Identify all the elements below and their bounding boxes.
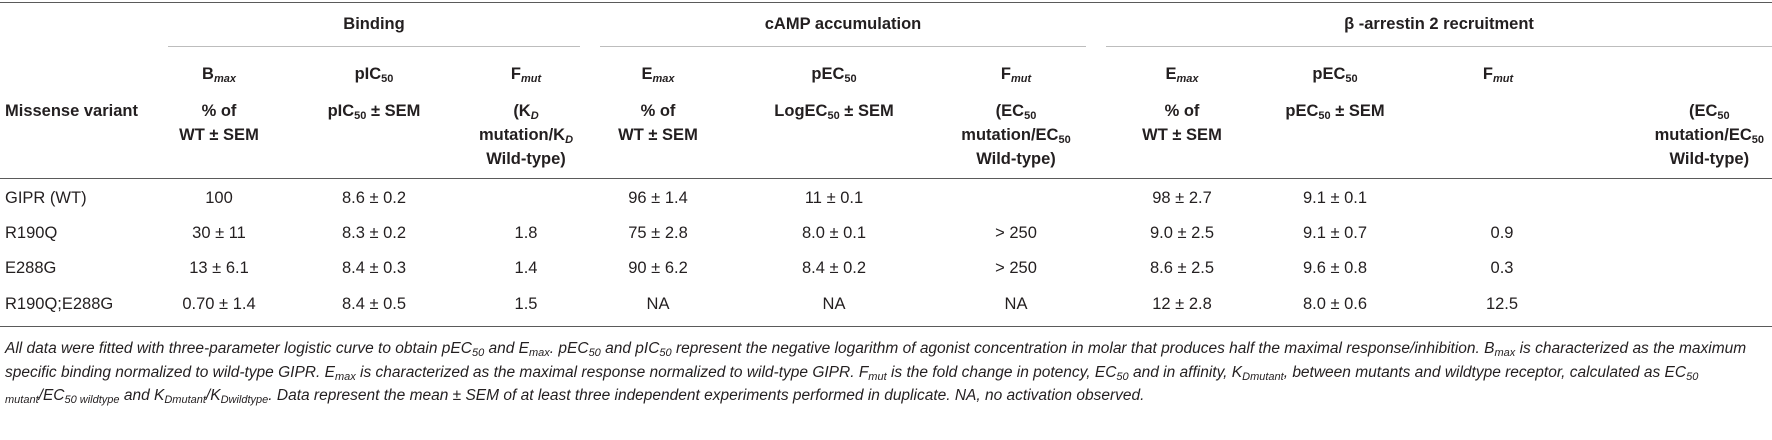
subhead-camp-pec50: pEC50 bbox=[811, 65, 857, 85]
units-binding-bmax: % of WT ± SEM bbox=[179, 102, 259, 144]
units-arrestin-pec50: pEC50 ± SEM bbox=[1285, 102, 1385, 122]
footnote-subscript: max bbox=[1494, 347, 1516, 359]
group-binding: Binding bbox=[343, 15, 405, 33]
subhead-camp-fmut: Fmut bbox=[1000, 65, 1032, 85]
cell-bmax: 30 ± 11 bbox=[192, 224, 246, 242]
cell-camp-pec50: NA bbox=[822, 295, 846, 313]
footnote-text: is the fold change in potency, EC bbox=[886, 363, 1117, 381]
footnote-subscript: max bbox=[334, 370, 356, 383]
cell-arrestin-fmut: 12.5 bbox=[1485, 295, 1519, 313]
footnote-subscript: 50 wildtype bbox=[64, 394, 120, 406]
missense-variant-header: Missense variant bbox=[5, 102, 138, 120]
footnote-text: is characterized as the maximal response… bbox=[355, 363, 869, 381]
units-camp-emax: % of WT ± SEM bbox=[618, 102, 698, 144]
footnote-text: and K bbox=[119, 387, 165, 404]
footnote-text: , between mutants and wildtype receptor,… bbox=[1283, 363, 1687, 381]
cell-binding-fmut: 1.5 bbox=[514, 295, 538, 313]
cell-arrestin-fmut: 0.3 bbox=[1490, 259, 1514, 277]
footnote-subscript: Dwildtype bbox=[220, 394, 269, 406]
cell-binding-fmut: 1.8 bbox=[514, 224, 538, 242]
footnote-text: /K bbox=[205, 387, 221, 404]
footnote-text: . Data represent the mean ± SEM of at le… bbox=[268, 387, 1145, 404]
row-variant: R190Q;E288G bbox=[5, 295, 114, 313]
footnote-text: . pEC bbox=[549, 340, 589, 357]
cell-pic50: 8.3 ± 0.2 bbox=[341, 224, 407, 242]
cell-camp-pec50: 11 ± 0.1 bbox=[804, 189, 864, 207]
subhead-arrestin-pec50: pEC50 bbox=[1312, 65, 1358, 85]
row-variant: GIPR (WT) bbox=[5, 189, 87, 207]
cell-camp-fmut: > 250 bbox=[995, 259, 1037, 277]
cell-arrestin-pec50: 9.6 ± 0.8 bbox=[1302, 259, 1368, 277]
cell-pic50: 8.6 ± 0.2 bbox=[341, 189, 407, 207]
footnote-text: /EC bbox=[38, 387, 65, 404]
cell-arrestin-pec50: 9.1 ± 0.1 bbox=[1302, 189, 1368, 207]
subhead-arrestin-emax: Emax bbox=[1165, 65, 1199, 85]
footnote-text: and E bbox=[484, 340, 530, 357]
cell-camp-emax: NA bbox=[646, 295, 670, 313]
footnote-subscript: Dmutant bbox=[164, 394, 206, 406]
cell-arrestin-emax: 8.6 ± 2.5 bbox=[1149, 259, 1215, 277]
table-bottom-rule bbox=[0, 326, 1772, 327]
cell-arrestin-emax: 9.0 ± 2.5 bbox=[1149, 224, 1215, 242]
subhead-arrestin-fmut: Fmut bbox=[1482, 65, 1514, 85]
cell-pic50: 8.4 ± 0.3 bbox=[341, 259, 407, 277]
cell-arrestin-pec50: 9.1 ± 0.7 bbox=[1302, 224, 1368, 242]
footnote-text: represent the negative logarithm of agon… bbox=[671, 340, 1495, 357]
units-camp-fmut: (EC50 mutation/EC50 Wild-type) bbox=[961, 102, 1071, 168]
subhead-binding-fmut: Fmut bbox=[510, 65, 542, 85]
footnote-subscript: 50 bbox=[471, 347, 485, 359]
subhead-camp-emax: Emax bbox=[641, 65, 675, 85]
arrestin-underline bbox=[1106, 46, 1772, 47]
table-footnote: All data were fitted with three-paramete… bbox=[5, 337, 1767, 408]
subhead-binding-pic50: pIC50 bbox=[354, 65, 394, 85]
cell-arrestin-pec50: 8.0 ± 0.6 bbox=[1302, 295, 1368, 313]
cell-camp-emax: 90 ± 6.2 bbox=[628, 259, 688, 277]
cell-bmax: 13 ± 6.1 bbox=[189, 259, 249, 277]
footnote-subscript: 50 bbox=[659, 347, 672, 359]
top-rule bbox=[0, 2, 1772, 3]
cell-camp-emax: 75 ± 2.8 bbox=[628, 224, 688, 242]
footnote-subscript: 50 bbox=[588, 347, 601, 359]
footnote-text: is characterized as the maximum specific… bbox=[5, 340, 1747, 381]
units-binding-fmut: (KD mutation/KD Wild-type) bbox=[478, 102, 574, 168]
cell-camp-emax: 96 ± 1.4 bbox=[628, 189, 688, 207]
row-variant: E288G bbox=[5, 259, 57, 277]
footnote-subscript: Dmutant bbox=[1242, 370, 1284, 383]
header-bottom-rule bbox=[0, 178, 1772, 179]
group-camp: cAMP accumulation bbox=[764, 15, 922, 33]
units-binding-pic50: pIC50 ± SEM bbox=[327, 102, 421, 122]
footnote-subscript: max bbox=[529, 347, 550, 359]
footnote-subscript: mut bbox=[868, 370, 887, 383]
cell-binding-fmut: 1.4 bbox=[514, 259, 538, 277]
cell-bmax: 0.70 ± 1.4 bbox=[182, 295, 256, 313]
row-variant: R190Q bbox=[5, 224, 58, 242]
footnote-text: and in affinity, K bbox=[1128, 363, 1243, 381]
cell-camp-pec50: 8.0 ± 0.1 bbox=[801, 224, 867, 242]
cell-camp-pec50: 8.4 ± 0.2 bbox=[801, 259, 867, 277]
subhead-binding-bmax: Bmax bbox=[202, 65, 236, 85]
cell-camp-fmut: NA bbox=[1004, 295, 1028, 313]
footnote-text: All data were fitted with three-paramete… bbox=[5, 340, 472, 357]
units-camp-pec50: LogEC50 ± SEM bbox=[774, 102, 894, 122]
footnote-text: and pIC bbox=[600, 340, 660, 357]
footnote-subscript: 50 mutant bbox=[5, 370, 1699, 406]
footnote-subscript: 50 bbox=[1116, 370, 1129, 383]
cell-arrestin-emax: 12 ± 2.8 bbox=[1152, 295, 1212, 313]
units-arrestin-emax: % of WT ± SEM bbox=[1142, 102, 1222, 144]
cell-bmax: 100 bbox=[205, 189, 233, 207]
cell-pic50: 8.4 ± 0.5 bbox=[341, 295, 407, 313]
group-arrestin: β -arrestin 2 recruitment bbox=[1344, 15, 1534, 33]
cell-arrestin-emax: 98 ± 2.7 bbox=[1152, 189, 1212, 207]
binding-underline bbox=[168, 46, 580, 47]
cell-arrestin-fmut: 0.9 bbox=[1490, 224, 1514, 242]
camp-underline bbox=[600, 46, 1086, 47]
cell-camp-fmut: > 250 bbox=[995, 224, 1037, 242]
units-arrestin-fmut: (EC50 mutation/EC50 Wild-type) bbox=[1654, 102, 1764, 168]
